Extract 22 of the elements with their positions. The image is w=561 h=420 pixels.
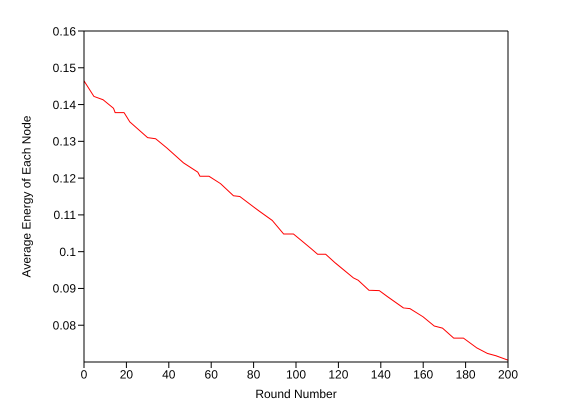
y-axis-title: Average Energy of Each Node [19, 115, 34, 278]
y-tick-label: 0.08 [52, 318, 76, 332]
x-tick-label: 200 [498, 368, 518, 382]
x-tick-label: 60 [204, 368, 218, 382]
x-tick-label: 180 [456, 368, 476, 382]
y-tick-label: 0.11 [54, 208, 76, 222]
y-tick-label: 0.13 [52, 134, 76, 149]
y-tick-label: 0.12 [52, 171, 76, 186]
y-tick-label: 0.14 [52, 98, 76, 112]
y-tick-label: 0.1 [59, 244, 76, 259]
x-tick-label: 140 [370, 368, 392, 382]
x-tick-label: 160 [413, 368, 434, 382]
x-tick-label: 0 [80, 368, 88, 382]
y-tick-label: 0.09 [52, 282, 76, 296]
x-tick-label: 120 [328, 368, 349, 382]
x-tick-label: 100 [286, 368, 306, 382]
y-tick-label: 0.15 [52, 61, 76, 76]
x-tick-label: 20 [120, 368, 134, 382]
x-axis-title: Round Number [255, 387, 337, 401]
x-tick-label: 40 [162, 368, 176, 382]
y-tick-label: 0.16 [52, 24, 76, 38]
x-tick-label: 80 [246, 368, 261, 382]
